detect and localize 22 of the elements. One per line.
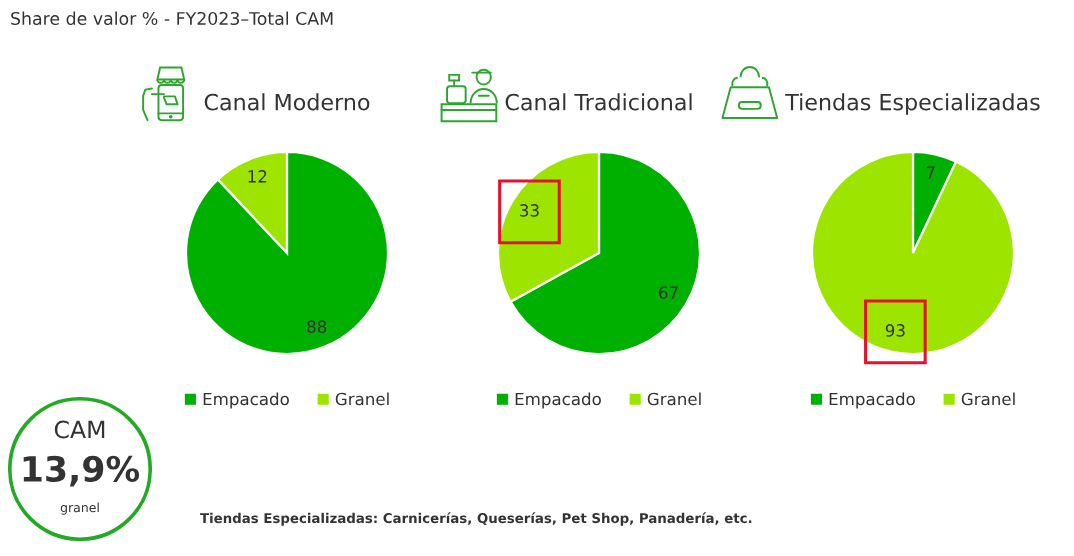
data-label: 7 bbox=[926, 166, 935, 179]
legend-label: Empacado bbox=[203, 392, 289, 409]
data-label: 67 bbox=[659, 286, 678, 299]
data-label: 93 bbox=[885, 324, 905, 337]
text: Tiendas Especializadas: Carnicerías, Queserías, Pet Shop, Panadería, etc. bbox=[200, 512, 752, 526]
data-label: 12 bbox=[248, 170, 267, 183]
data-label: 33 bbox=[520, 204, 539, 217]
text: granel bbox=[60, 502, 99, 515]
pie-slice bbox=[184, 150, 390, 356]
text: 13,9% bbox=[23, 455, 140, 487]
chart-title: Canal Moderno bbox=[204, 93, 370, 111]
pie-slice bbox=[810, 150, 1016, 356]
chart-title: Tiendas Especializadas bbox=[785, 93, 1040, 115]
legend-label: Granel bbox=[335, 392, 389, 406]
text: CAM bbox=[54, 420, 105, 439]
legend-label: Empacado bbox=[829, 392, 915, 409]
legend-label: Granel bbox=[961, 392, 1015, 406]
text: Share de valor % - FY2023–Total CAM bbox=[11, 11, 333, 26]
legend-label: Granel bbox=[647, 392, 701, 406]
legend-label: Empacado bbox=[515, 392, 601, 409]
data-label: 88 bbox=[307, 320, 327, 333]
chart-title: Canal Tradicional bbox=[505, 93, 692, 111]
